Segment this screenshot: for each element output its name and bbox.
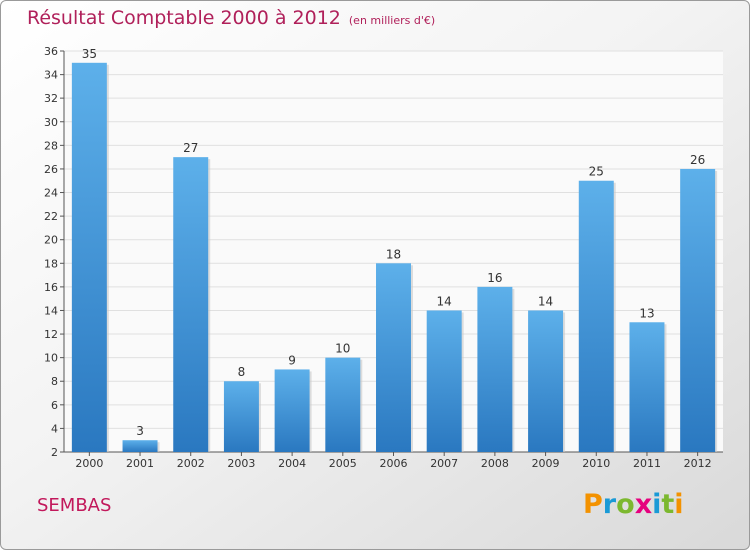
bar-value-label: 26 xyxy=(690,153,705,167)
y-tick-label: 26 xyxy=(44,163,58,176)
bar-value-label: 25 xyxy=(589,165,604,179)
x-tick-label: 2002 xyxy=(177,457,205,470)
logo-letter: i xyxy=(652,489,662,520)
y-tick-label: 32 xyxy=(44,92,58,105)
y-tick-label: 4 xyxy=(51,422,58,435)
bar-2000 xyxy=(71,62,107,452)
y-tick-label: 30 xyxy=(44,116,58,129)
chart-title-text: Résultat Comptable 2000 à 2012 xyxy=(27,7,341,29)
bar-value-label: 10 xyxy=(335,342,350,356)
place-name: SEMBAS xyxy=(37,495,112,516)
bars: 35 3 27 8 9 10 18 14 16 14 25 13 26 xyxy=(71,47,718,453)
x-tick-label: 2003 xyxy=(227,457,255,470)
y-tick-label: 12 xyxy=(44,328,58,341)
bar-value-label: 35 xyxy=(82,47,97,61)
x-tick-label: 2011 xyxy=(633,457,661,470)
y-tick-label: 28 xyxy=(44,139,58,152)
bar-2002 xyxy=(173,157,209,452)
y-tick-label: 10 xyxy=(44,352,58,365)
bar-2009 xyxy=(528,310,564,452)
logo-letter: i xyxy=(674,489,684,520)
y-tick-label: 36 xyxy=(44,45,58,58)
x-tick-label: 2012 xyxy=(684,457,712,470)
y-tick-label: 18 xyxy=(44,257,58,270)
y-tick-label: 24 xyxy=(44,187,58,200)
bar-value-label: 27 xyxy=(183,141,198,155)
y-tick-label: 14 xyxy=(44,304,58,317)
bar-2010 xyxy=(578,180,614,452)
x-tick-label: 2007 xyxy=(430,457,458,470)
y-tick-label: 22 xyxy=(44,210,58,223)
x-tick-label: 2008 xyxy=(481,457,509,470)
y-tick-label: 8 xyxy=(51,375,58,388)
bar-2001 xyxy=(122,440,158,452)
bar-2012 xyxy=(680,168,716,453)
bar-2011 xyxy=(629,322,665,452)
x-tick-label: 2009 xyxy=(532,457,560,470)
bar-value-label: 18 xyxy=(386,247,401,261)
bar-value-label: 16 xyxy=(487,271,502,285)
x-tick-label: 2000 xyxy=(75,457,103,470)
y-tick-label: 34 xyxy=(44,69,58,82)
bar-value-label: 8 xyxy=(238,365,246,379)
bar-2003 xyxy=(223,381,259,452)
bar-value-label: 14 xyxy=(437,294,452,308)
y-tick-label: 16 xyxy=(44,281,58,294)
y-tick-label: 2 xyxy=(51,446,58,459)
x-tick-label: 2001 xyxy=(126,457,154,470)
bar-2004 xyxy=(274,369,310,452)
y-tick-label: 6 xyxy=(51,399,58,412)
bar-value-label: 13 xyxy=(639,306,654,320)
x-tick-label: 2010 xyxy=(582,457,610,470)
logo-letter: x xyxy=(634,489,653,520)
x-tick-label: 2004 xyxy=(278,457,306,470)
x-tick-label: 2005 xyxy=(329,457,357,470)
proxiti-logo: Proxiti xyxy=(583,489,684,520)
bar-2005 xyxy=(325,357,361,452)
bar-2006 xyxy=(376,263,411,452)
y-tick-label: 20 xyxy=(44,234,58,247)
x-tick-label: 2006 xyxy=(380,457,408,470)
bar-2008 xyxy=(477,286,513,452)
logo-letter: r xyxy=(602,489,617,520)
logo-letter: P xyxy=(583,489,603,520)
bar-value-label: 3 xyxy=(136,424,144,438)
logo-letter: o xyxy=(616,489,635,520)
bar-2007 xyxy=(426,310,462,452)
bar-value-label: 9 xyxy=(288,353,296,367)
bar-value-label: 14 xyxy=(538,294,553,308)
logo-letter: t xyxy=(661,489,675,520)
chart-title: Résultat Comptable 2000 à 2012 (en millie… xyxy=(27,7,435,29)
chart-subtitle: (en milliers d'€) xyxy=(348,14,436,27)
